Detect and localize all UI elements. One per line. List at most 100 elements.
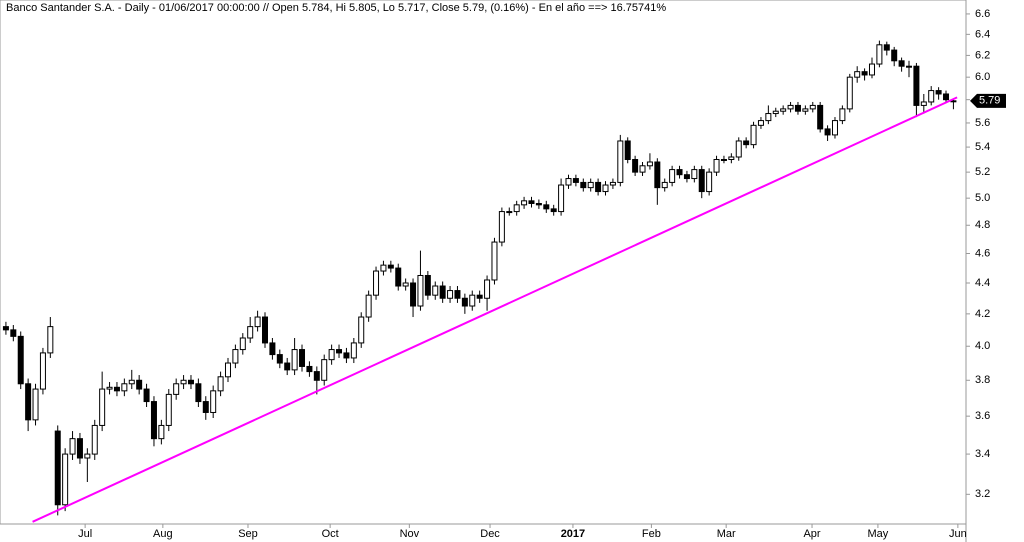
y-tick-label: 5.2 [975, 166, 990, 178]
candle-body [99, 388, 106, 426]
candle-body [735, 140, 742, 158]
candle-body [195, 383, 202, 403]
candle-body [794, 104, 801, 112]
candle-body [824, 128, 831, 136]
candle-body [47, 326, 54, 354]
candle-body [898, 60, 905, 67]
x-tick-label: Oct [322, 528, 339, 540]
candle-body [861, 71, 868, 76]
candle-body [706, 171, 713, 193]
candle-body [817, 104, 824, 130]
candle-body [136, 379, 143, 390]
candle-body [639, 165, 646, 173]
candle-body [424, 274, 431, 296]
candle-body [521, 200, 528, 206]
candle-body [365, 294, 372, 318]
candle-body [698, 169, 705, 193]
candle-body [935, 90, 942, 95]
candle-body [173, 383, 180, 395]
candle-body [669, 169, 676, 183]
candle-body [106, 386, 113, 390]
y-tick-label: 4.4 [975, 277, 990, 289]
candle-body [373, 270, 380, 296]
candle-body [2, 326, 9, 331]
candle-body [165, 393, 172, 426]
candle-body [284, 362, 291, 371]
y-tick-label: 5.6 [975, 117, 990, 129]
candle-body [506, 211, 513, 214]
x-tick-label: Aug [153, 528, 173, 540]
chart-title: Banco Santander S.A. - Daily - 01/06/201… [6, 2, 666, 14]
candle-body [876, 44, 883, 65]
candle-body [617, 140, 624, 183]
candle-body [646, 161, 653, 167]
candle-body [587, 181, 594, 189]
candle-body [498, 211, 505, 243]
candle-body [224, 362, 231, 378]
candle-body [602, 184, 609, 193]
y-tick-label: 6.2 [975, 49, 990, 61]
x-tick-label: Apr [803, 528, 820, 540]
candle-body [276, 354, 283, 364]
candle-body [787, 104, 794, 110]
y-tick-label: 4.6 [975, 247, 990, 259]
y-tick-label: 3.8 [975, 374, 990, 386]
candle-body [254, 316, 261, 328]
candle-body [883, 44, 890, 51]
candle-body [113, 386, 120, 392]
x-tick-label: Dec [480, 528, 500, 540]
candle-body [676, 169, 683, 176]
candle-body [410, 282, 417, 307]
candle-body [39, 352, 46, 390]
candle-body [484, 279, 491, 299]
candle-body [661, 181, 668, 189]
x-tick-label: May [868, 528, 889, 540]
candle-body [269, 342, 276, 356]
candle-body [454, 290, 461, 299]
y-tick-label: 5.4 [975, 141, 990, 153]
candle-body [632, 158, 639, 173]
candle-body [565, 178, 572, 186]
candle-body [10, 329, 17, 337]
candle-body [802, 108, 809, 112]
candle-body [943, 93, 950, 101]
candle-body [158, 424, 165, 440]
candle-body [328, 349, 335, 361]
last-price-tag [970, 93, 1006, 108]
candle-body [321, 359, 328, 381]
candle-body [380, 264, 387, 272]
candle-body [743, 140, 750, 146]
candle-body [580, 181, 587, 189]
candle-body [439, 285, 446, 299]
candle-body [476, 294, 483, 299]
candle-body [920, 101, 927, 106]
candle-body [69, 438, 76, 455]
candle-body [432, 285, 439, 296]
candle-body [772, 110, 779, 115]
candle-body [809, 104, 816, 110]
y-tick-label: 5.0 [975, 192, 990, 204]
candle-body [32, 388, 39, 421]
candle-body [846, 76, 853, 110]
candle-body [350, 342, 357, 359]
candle-body [121, 383, 128, 392]
plot-area [0, 0, 967, 525]
candle-body [691, 169, 698, 180]
candle-body [558, 184, 565, 213]
candle-body [150, 401, 157, 440]
candle-body [247, 326, 254, 339]
candle-body [750, 124, 757, 146]
candle-body [299, 349, 306, 367]
candle-body [535, 202, 542, 206]
candle-body [313, 371, 320, 381]
candle-body [239, 337, 246, 351]
candle-body [683, 174, 690, 180]
candle-body [84, 453, 91, 459]
candle-body [336, 349, 343, 354]
y-tick-label: 6.0 [975, 71, 990, 83]
candle-body [513, 204, 520, 213]
candle-body [447, 290, 454, 299]
candle-body [306, 365, 313, 373]
candle-body [713, 158, 720, 173]
